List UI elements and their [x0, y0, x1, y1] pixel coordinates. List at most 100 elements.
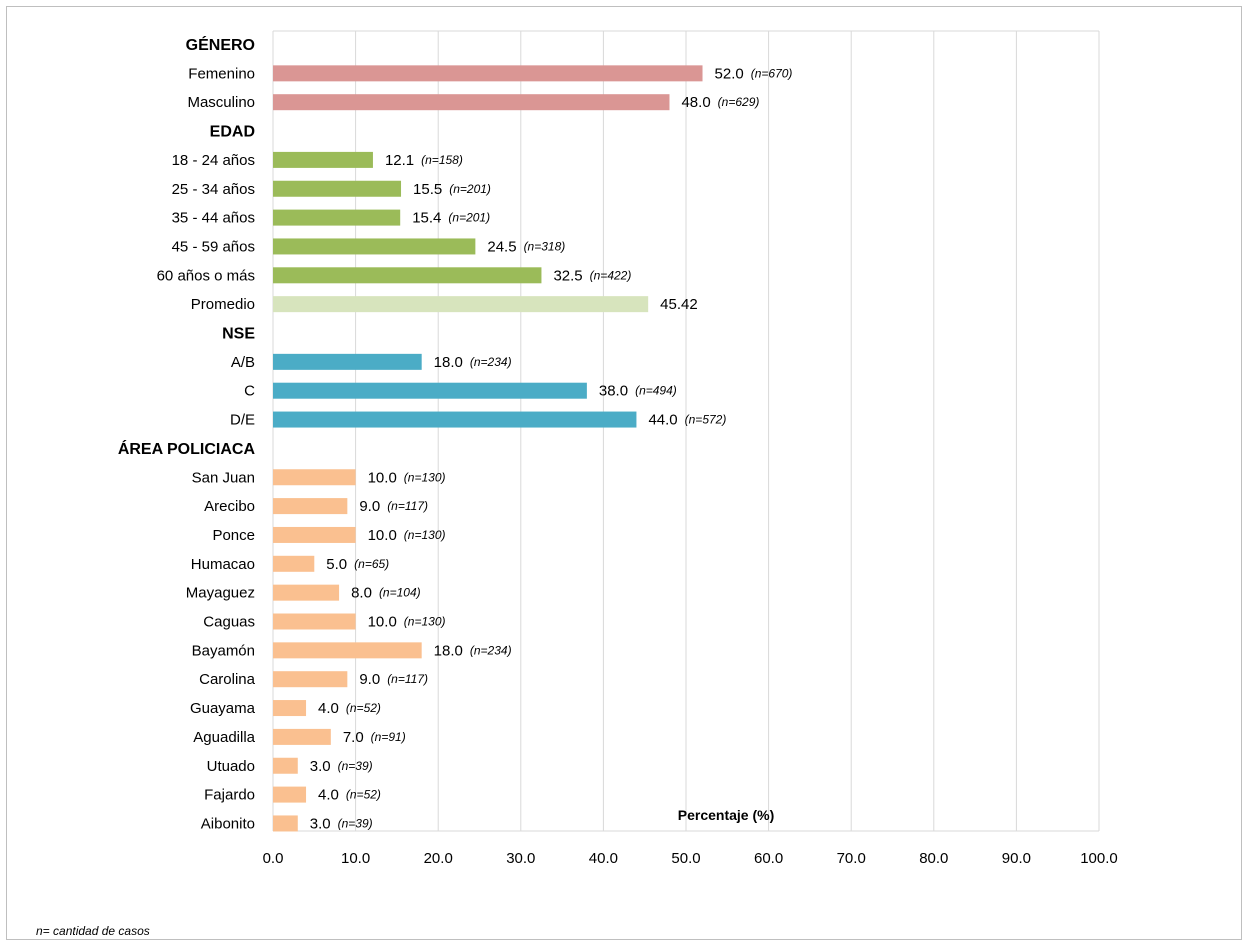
case-count-label: (n=104) [379, 586, 421, 600]
category-label: C [244, 383, 255, 400]
category-label: Carolina [199, 671, 256, 688]
bar [273, 815, 298, 832]
section-header: GÉNERO [186, 35, 255, 54]
bar [273, 411, 637, 428]
bar [273, 296, 649, 313]
bar [273, 498, 348, 515]
case-count-label: (n=65) [354, 557, 389, 571]
x-tick-label: 50.0 [671, 850, 700, 867]
bar [273, 353, 422, 370]
case-count-label: (n=39) [338, 816, 373, 830]
x-tick-label: 10.0 [341, 850, 370, 867]
bar [273, 728, 331, 745]
data-label: 12.1 [385, 152, 414, 169]
x-tick-label: 30.0 [506, 850, 535, 867]
case-count-label: (n=39) [338, 759, 373, 773]
case-count-label: (n=117) [387, 672, 428, 686]
bar [273, 238, 476, 255]
data-label: 10.0 [368, 469, 397, 486]
bar [273, 469, 356, 486]
section-header: EDAD [210, 124, 255, 141]
x-tick-label: 90.0 [1002, 850, 1031, 867]
data-label: 7.0 [343, 729, 364, 746]
bar [273, 382, 587, 399]
bar [273, 786, 307, 803]
data-label: 8.0 [351, 585, 372, 602]
footnote: n= cantidad de casos [36, 924, 150, 938]
data-label: 9.0 [359, 671, 380, 688]
bar [273, 65, 703, 82]
x-tick-labels: 0.0 10.0 20.0 30.0 40.0 50.0 60.0 70.0 80.0 90.0 1… [263, 850, 1118, 867]
case-count-label: (n=158) [421, 153, 463, 167]
bar [273, 613, 356, 630]
case-count-label: (n=572) [685, 413, 727, 427]
data-label: 4.0 [318, 787, 339, 804]
data-label: 9.0 [359, 498, 380, 515]
bar [273, 151, 373, 168]
data-label: 18.0 [434, 642, 463, 659]
case-count-label: (n=117) [387, 499, 428, 513]
bar [273, 584, 340, 601]
case-count-label: (n=318) [524, 239, 566, 253]
category-label: Aibonito [201, 815, 255, 832]
category-label: Mayaguez [186, 585, 255, 602]
x-tick-label: 20.0 [424, 850, 453, 867]
data-label: 24.5 [487, 238, 516, 255]
category-label: Ponce [212, 527, 255, 544]
chart-frame [6, 6, 1242, 940]
category-label: 18 - 24 años [172, 152, 255, 169]
case-count-label: (n=52) [346, 701, 381, 715]
category-label: Humacao [191, 556, 255, 573]
bar [273, 555, 315, 572]
category-label: 60 años o más [157, 267, 255, 284]
category-label: Femenino [188, 65, 255, 82]
bars [273, 65, 703, 832]
case-count-label: (n=234) [470, 355, 512, 369]
bar [273, 180, 402, 197]
data-label: 48.0 [681, 94, 710, 111]
data-label: 3.0 [310, 815, 331, 832]
x-tick-label: 60.0 [754, 850, 783, 867]
data-label: 10.0 [368, 527, 397, 544]
x-tick-label: 100.0 [1080, 850, 1118, 867]
category-label: 45 - 59 años [172, 238, 255, 255]
case-count-label: (n=91) [371, 730, 406, 744]
category-label: Aguadilla [193, 729, 255, 746]
x-tick-label: 0.0 [263, 850, 284, 867]
category-label: A/B [231, 354, 255, 371]
case-count-label: (n=130) [404, 615, 446, 629]
bar [273, 700, 307, 717]
category-label: Masculino [187, 94, 255, 111]
case-count-label: (n=130) [404, 528, 446, 542]
category-labels: GÉNERO Femenino 52.0 (n=670) Masculino 48.0 (n… [118, 35, 793, 832]
category-label: San Juan [192, 469, 255, 486]
data-label: 52.0 [715, 65, 744, 82]
data-label: 18.0 [434, 354, 463, 371]
bar [273, 671, 348, 688]
case-count-label: (n=130) [404, 470, 446, 484]
case-count-label: (n=201) [449, 182, 491, 196]
category-label: Fajardo [204, 787, 255, 804]
bar [273, 94, 670, 111]
data-label: 4.0 [318, 700, 339, 717]
case-count-label: (n=234) [470, 643, 512, 657]
bar [273, 209, 401, 226]
section-header: NSE [222, 326, 255, 343]
section-header: ÁREA POLICIACA [118, 439, 256, 458]
category-label: Promedio [191, 296, 255, 313]
case-count-label: (n=201) [448, 211, 490, 225]
x-axis-label: Percentaje (%) [678, 807, 774, 823]
category-label: D/E [230, 412, 255, 429]
category-label: 35 - 44 años [172, 210, 255, 227]
data-label: 32.5 [553, 267, 582, 284]
data-label: 15.5 [413, 181, 442, 198]
case-count-label: (n=422) [590, 268, 632, 282]
data-label: 5.0 [326, 556, 347, 573]
data-label: 44.0 [648, 412, 677, 429]
data-label: 38.0 [599, 383, 628, 400]
bar [273, 526, 356, 543]
category-label: Bayamón [192, 642, 255, 659]
category-label: Arecibo [204, 498, 255, 515]
x-tick-label: 80.0 [919, 850, 948, 867]
